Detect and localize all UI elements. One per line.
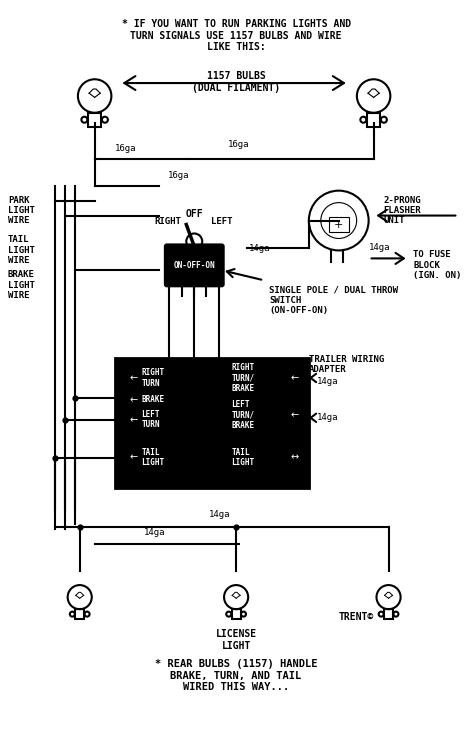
Text: ←: ← [129, 453, 137, 463]
Text: ←: ← [291, 373, 299, 383]
Text: 16ga: 16ga [228, 140, 250, 149]
FancyBboxPatch shape [165, 245, 224, 286]
Text: TRAILER WIRING
ADAPTER: TRAILER WIRING ADAPTER [309, 355, 384, 374]
Text: TAIL
LIGHT
WIRE: TAIL LIGHT WIRE [8, 236, 35, 265]
Text: 14ga: 14ga [317, 413, 338, 422]
Text: TAIL
LIGHT: TAIL LIGHT [141, 448, 164, 467]
Text: * IF YOU WANT TO RUN PARKING LIGHTS AND
TURN SIGNALS USE 1157 BULBS AND WIRE
LIK: * IF YOU WANT TO RUN PARKING LIGHTS AND … [121, 19, 351, 53]
Bar [88, 112, 101, 127]
Text: RIGHT: RIGHT [154, 217, 181, 226]
Text: OFF: OFF [185, 209, 203, 218]
Bar [367, 112, 380, 127]
Text: ←: ← [129, 415, 137, 425]
Text: ←: ← [291, 410, 299, 420]
Text: PARK
LIGHT
WIRE: PARK LIGHT WIRE [8, 196, 35, 226]
Bar [329, 217, 349, 232]
Text: 2-PRONG
FLASHER
UNIT: 2-PRONG FLASHER UNIT [383, 196, 421, 226]
Text: ON-OFF-ON: ON-OFF-ON [173, 261, 215, 270]
Text: ↔: ↔ [291, 453, 299, 463]
Text: 14ga: 14ga [209, 510, 230, 520]
Text: 14ga: 14ga [369, 243, 390, 253]
Text: 14ga: 14ga [144, 529, 165, 537]
Text: 14ga: 14ga [249, 244, 271, 253]
Text: RIGHT
TURN/
BRAKE: RIGHT TURN/ BRAKE [231, 363, 254, 393]
Text: TO FUSE
BLOCK
(IGN. ON): TO FUSE BLOCK (IGN. ON) [413, 250, 462, 280]
Text: * REAR BULBS (1157) HANDLE
BRAKE, TURN, AND TAIL
WIRED THIS WAY...: * REAR BULBS (1157) HANDLE BRAKE, TURN, … [155, 659, 318, 692]
Text: TRENT©: TRENT© [339, 612, 374, 622]
Text: TAIL
LIGHT: TAIL LIGHT [231, 448, 254, 467]
Text: SINGLE POLE / DUAL THROW
SWITCH
(ON-OFF-ON): SINGLE POLE / DUAL THROW SWITCH (ON-OFF-… [269, 285, 398, 315]
Text: RIGHT
TURN: RIGHT TURN [141, 368, 164, 388]
Text: BRAKE: BRAKE [141, 396, 164, 404]
Bar [75, 610, 84, 619]
FancyBboxPatch shape [115, 358, 309, 488]
Text: 16ga: 16ga [115, 145, 136, 153]
Text: LEFT
TURN: LEFT TURN [141, 410, 160, 429]
Text: LEFT
TURN/
BRAKE: LEFT TURN/ BRAKE [231, 400, 254, 430]
Bar [232, 610, 240, 619]
Text: LICENSE
LIGHT: LICENSE LIGHT [216, 629, 257, 650]
Text: ←: ← [129, 395, 137, 405]
Text: +: + [334, 220, 344, 229]
Text: 16ga: 16ga [167, 172, 189, 180]
Bar [384, 610, 393, 619]
Text: LEFT: LEFT [211, 217, 233, 226]
Text: BRAKE
LIGHT
WIRE: BRAKE LIGHT WIRE [8, 270, 35, 300]
Text: ←: ← [129, 373, 137, 383]
Text: 1157 BULBS
(DUAL FILAMENT): 1157 BULBS (DUAL FILAMENT) [192, 71, 280, 93]
Text: 14ga: 14ga [317, 377, 338, 386]
